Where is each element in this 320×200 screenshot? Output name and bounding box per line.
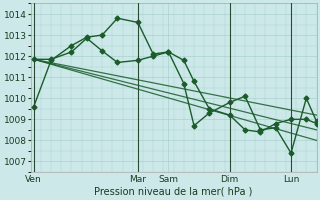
X-axis label: Pression niveau de la mer( hPa ): Pression niveau de la mer( hPa ) xyxy=(94,187,253,197)
